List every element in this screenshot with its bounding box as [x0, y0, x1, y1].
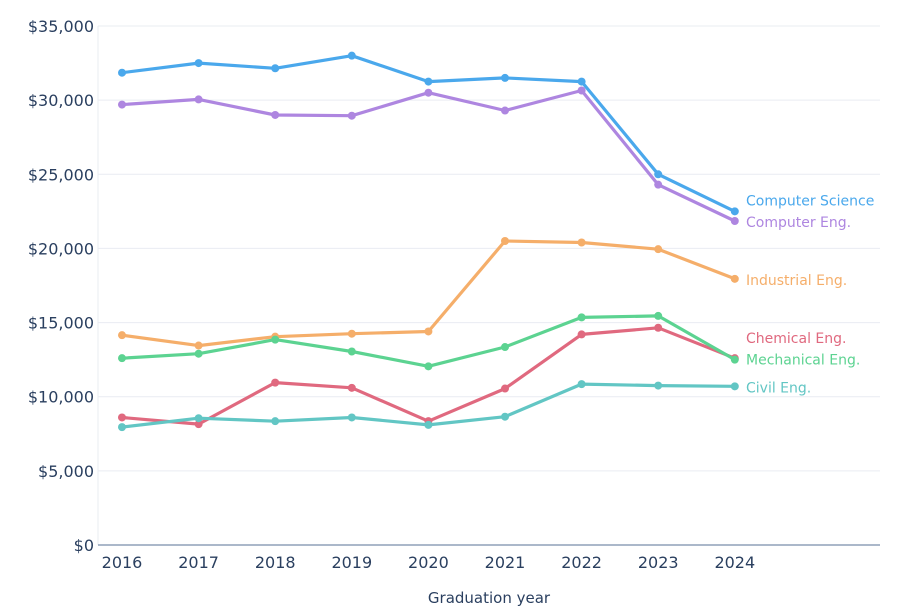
data-point[interactable]: [271, 378, 280, 387]
y-tick-label: $0: [74, 536, 94, 555]
x-tick-label: 2021: [485, 553, 526, 572]
data-point[interactable]: [118, 423, 126, 432]
x-tick-label: 2024: [714, 553, 755, 572]
y-tick-label: $5,000: [38, 462, 94, 481]
series-label: Industrial Eng.: [746, 273, 847, 289]
data-point[interactable]: [501, 412, 509, 421]
x-tick-label: 2019: [331, 553, 372, 572]
series-chemical-eng: [118, 323, 739, 429]
data-point[interactable]: [654, 381, 663, 390]
data-point[interactable]: [654, 245, 663, 254]
data-point[interactable]: [118, 68, 126, 77]
series-label: Chemical Eng.: [746, 331, 846, 347]
data-point[interactable]: [118, 354, 126, 363]
data-point[interactable]: [730, 382, 739, 391]
data-point[interactable]: [118, 100, 126, 109]
y-tick-labels: $0 $5,000 $10,000 $15,000 $20,000 $25,000 $30,…: [28, 17, 94, 555]
data-point[interactable]: [577, 330, 586, 339]
data-point[interactable]: [347, 51, 356, 60]
data-point[interactable]: [194, 341, 203, 350]
data-point[interactable]: [577, 86, 586, 95]
data-point[interactable]: [194, 95, 203, 104]
series-label: Mechanical Eng.: [746, 353, 860, 369]
data-point[interactable]: [424, 362, 433, 371]
series-mechanical-eng: [118, 311, 739, 371]
x-tick-label: 2016: [102, 553, 143, 572]
x-tick-label: 2017: [178, 553, 219, 572]
data-point[interactable]: [271, 110, 280, 119]
data-point[interactable]: [577, 238, 586, 247]
series-label: Civil Eng.: [746, 380, 811, 396]
data-point[interactable]: [730, 216, 739, 225]
data-point[interactable]: [424, 327, 433, 336]
data-point[interactable]: [501, 237, 509, 246]
data-point[interactable]: [501, 73, 509, 82]
gridlines: [98, 25, 880, 472]
data-point[interactable]: [271, 64, 280, 73]
data-point[interactable]: [577, 380, 586, 389]
data-point[interactable]: [194, 59, 203, 68]
x-tick-label: 2020: [408, 553, 449, 572]
y-tick-label: $25,000: [28, 165, 94, 184]
data-point[interactable]: [271, 335, 280, 344]
data-point[interactable]: [654, 170, 663, 179]
y-tick-label: $10,000: [28, 388, 94, 407]
series-lines: [118, 51, 739, 432]
x-tick-label: 2018: [255, 553, 296, 572]
series-computer-eng: [118, 86, 739, 225]
data-point[interactable]: [654, 311, 663, 320]
data-point[interactable]: [730, 274, 739, 283]
data-point[interactable]: [424, 77, 433, 86]
data-point[interactable]: [730, 207, 739, 216]
y-tick-label: $15,000: [28, 314, 94, 333]
data-point[interactable]: [654, 323, 663, 332]
data-point[interactable]: [347, 111, 356, 120]
series-line: [120, 314, 737, 368]
data-point[interactable]: [194, 349, 203, 358]
y-tick-label: $30,000: [28, 91, 94, 110]
data-point[interactable]: [347, 383, 356, 392]
data-point[interactable]: [577, 313, 586, 322]
data-point[interactable]: [194, 420, 203, 429]
series-industrial-eng: [118, 237, 739, 350]
x-tick-label: 2023: [638, 553, 679, 572]
data-point[interactable]: [347, 329, 356, 338]
data-point[interactable]: [577, 77, 586, 86]
series-label: Computer Science: [746, 193, 874, 209]
data-point[interactable]: [347, 347, 356, 356]
x-tick-label: 2022: [561, 553, 602, 572]
data-point[interactable]: [501, 106, 509, 115]
series-label: Computer Eng.: [746, 215, 851, 231]
data-point[interactable]: [424, 420, 433, 429]
series-computer-science: [118, 51, 739, 216]
data-point[interactable]: [501, 384, 509, 393]
data-point[interactable]: [424, 88, 433, 97]
data-point[interactable]: [730, 355, 739, 364]
series-civil-eng: [118, 380, 739, 432]
data-point[interactable]: [194, 414, 203, 423]
y-tick-label: $20,000: [28, 239, 94, 258]
data-point[interactable]: [118, 413, 126, 422]
x-axis-title: Graduation year: [428, 589, 551, 607]
data-point[interactable]: [347, 413, 356, 422]
data-point[interactable]: [118, 331, 126, 340]
data-point[interactable]: [271, 417, 280, 426]
data-point[interactable]: [654, 180, 663, 189]
data-point[interactable]: [501, 343, 509, 352]
series-labels: Computer Science Computer Eng. Industrial …: [746, 193, 874, 396]
y-tick-label: $35,000: [28, 17, 94, 36]
x-tick-labels: 2016 2017 2018 2019 2020 2021 2022 2023 2024: [102, 553, 756, 572]
